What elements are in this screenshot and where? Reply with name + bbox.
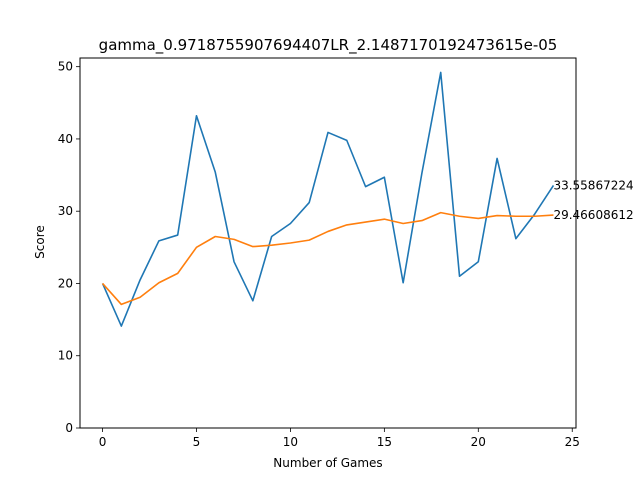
x-tick-label: 15 — [377, 435, 392, 449]
y-tick-label: 20 — [58, 276, 73, 290]
y-tick-label: 10 — [58, 349, 73, 363]
x-tick-label: 0 — [99, 435, 107, 449]
x-tick-label: 20 — [471, 435, 486, 449]
series-line-2 — [101, 211, 554, 306]
y-tick-label: 40 — [58, 132, 73, 146]
series-line-1 — [101, 71, 555, 327]
y-tick-label: 0 — [65, 421, 73, 435]
y-axis-label: Score — [33, 225, 47, 259]
series-end-value-label-2: 29.46608612 — [553, 208, 633, 222]
y-tick-label: 30 — [58, 204, 73, 218]
chart-title: gamma_0.9718755907694407LR_2.14871701924… — [99, 36, 558, 55]
plot-frame — [79, 57, 577, 429]
x-axis-label: Number of Games — [273, 456, 382, 470]
x-tick-label: 25 — [565, 435, 580, 449]
y-tick-label: 50 — [58, 60, 73, 74]
x-tick-label: 5 — [193, 435, 201, 449]
series-end-value-label-1: 33.55867224 — [553, 178, 633, 192]
x-tick-label: 10 — [283, 435, 298, 449]
